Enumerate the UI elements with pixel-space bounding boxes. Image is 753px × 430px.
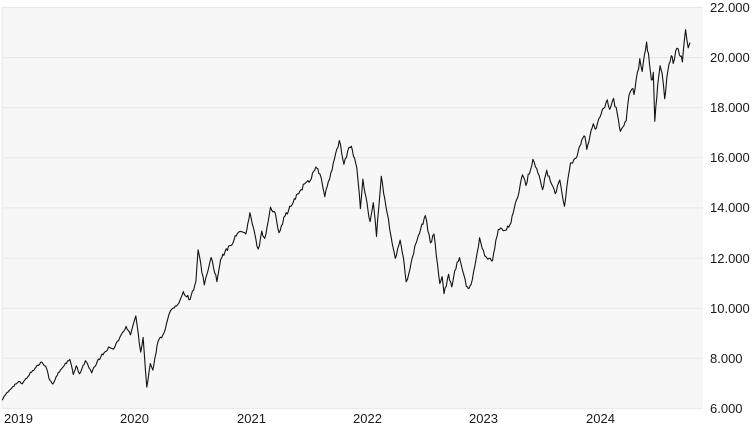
y-tick-label: 22.000 (710, 0, 750, 15)
y-tick-label: 16.000 (710, 150, 750, 165)
y-tick-label: 12.000 (710, 251, 750, 266)
x-tick-label: 2020 (120, 411, 149, 426)
x-tick-label: 2019 (4, 411, 33, 426)
y-tick-label: 10.000 (710, 301, 750, 316)
y-tick-label: 8.000 (710, 351, 743, 366)
horizontal-gridlines (2, 7, 703, 409)
x-tick-label: 2022 (353, 411, 382, 426)
y-tick-label: 14.000 (710, 200, 750, 215)
y-tick-label: 6.000 (710, 401, 743, 416)
price-line-series (2, 29, 691, 401)
x-tick-label: 2024 (586, 411, 615, 426)
x-tick-label: 2021 (237, 411, 266, 426)
y-tick-label: 20.000 (710, 50, 750, 65)
y-tick-label: 18.000 (710, 100, 750, 115)
x-tick-label: 2023 (469, 411, 498, 426)
